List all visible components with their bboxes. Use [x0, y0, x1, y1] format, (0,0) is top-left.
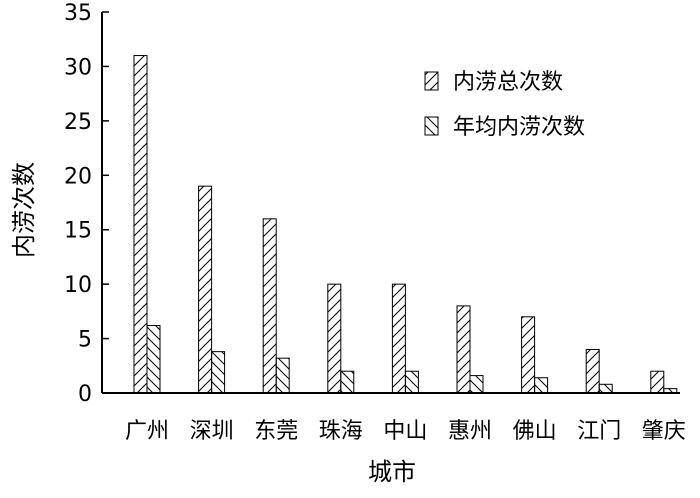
bar-annual: [404, 370, 419, 394]
y-tick-label: 25: [64, 110, 92, 135]
bar-total: [391, 283, 406, 394]
y-tick-label: 30: [64, 55, 92, 80]
y-tick-label: 10: [64, 273, 92, 298]
x-tick-label: 中山: [383, 419, 427, 444]
y-tick-label: 20: [64, 164, 92, 189]
bar-total: [650, 370, 665, 394]
legend-label-annual: 年均内涝次数: [453, 115, 585, 140]
bar-annual: [534, 377, 549, 394]
y-axis-title: 内涝次数: [10, 162, 38, 258]
bar-annual: [469, 375, 484, 394]
bars: [133, 55, 678, 394]
x-tick-label: 肇庆: [642, 419, 686, 444]
bar-total: [521, 316, 536, 394]
y-ticks: 0 5 10 15 20 25 30 35: [64, 1, 109, 407]
y-tick-label: 35: [64, 1, 92, 26]
legend-label-total: 内涝总次数: [453, 70, 563, 95]
legend-swatch-annual: [424, 116, 439, 136]
legend: 内涝总次数 年均内涝次数: [424, 70, 585, 140]
y-tick-label: 5: [78, 328, 92, 353]
x-tick-label: 惠州: [448, 419, 492, 444]
bar-total: [133, 55, 148, 394]
bar-annual: [211, 351, 226, 394]
bar-total: [327, 283, 342, 394]
bar-annual: [340, 370, 355, 394]
x-tick-label: 珠海: [319, 419, 363, 444]
bar-annual: [275, 357, 290, 394]
bar-total: [456, 305, 471, 394]
x-tick-label: 佛山: [513, 419, 557, 444]
x-tick-labels: 广州 深圳 东莞 珠海 中山 惠州 佛山 江门 肇庆: [125, 419, 686, 444]
legend-swatch-total: [424, 71, 439, 91]
bar-total: [262, 218, 277, 394]
x-axis-title: 城市: [368, 458, 416, 486]
x-tick-label: 广州: [125, 419, 169, 444]
bar-total: [198, 185, 213, 394]
y-tick-label: 0: [78, 382, 92, 407]
x-tick-label: 深圳: [190, 419, 234, 444]
y-tick-label: 15: [64, 219, 92, 244]
bar-annual: [598, 383, 613, 394]
x-tick-label: 东莞: [254, 419, 298, 444]
axes: [101, 12, 680, 394]
bar-total: [585, 348, 600, 394]
bar-annual: [146, 325, 161, 394]
x-tick-label: 江门: [577, 419, 621, 444]
